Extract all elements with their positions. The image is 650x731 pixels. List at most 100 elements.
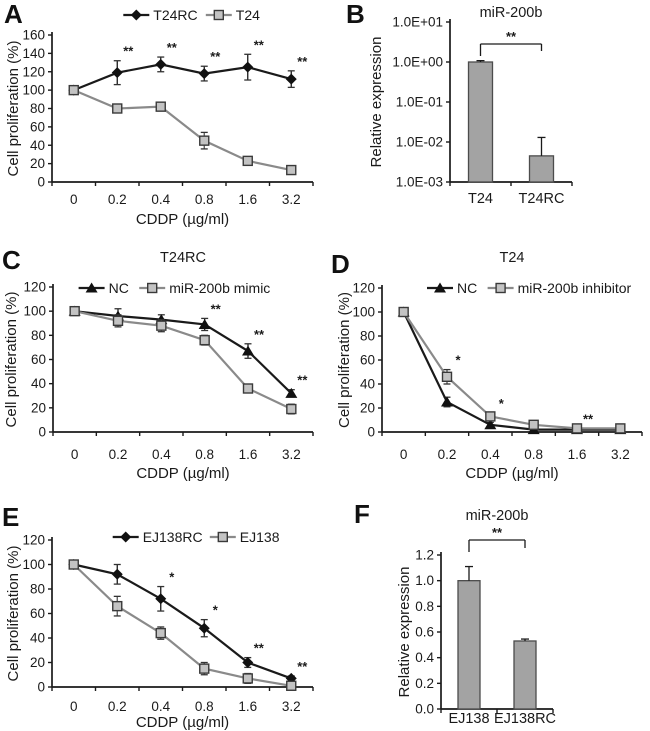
svg-text:T24: T24 [500,250,525,266]
svg-text:**: ** [254,327,265,342]
svg-text:1.6: 1.6 [239,447,258,462]
svg-text:0: 0 [367,425,375,440]
svg-text:miR-200b: miR-200b [466,508,529,524]
svg-text:0.4: 0.4 [481,447,500,462]
svg-text:0.2: 0.2 [108,192,127,207]
panel-a: A 0 20 40 60 80 100 120 140 160 0 0.2 0.4 0.8 1.6 3.2 C… [0,0,325,240]
svg-text:0.8: 0.8 [195,447,214,462]
svg-text:0.4: 0.4 [151,192,170,207]
svg-text:3.2: 3.2 [611,447,630,462]
panel-b-label: B [346,0,365,29]
svg-text:**: ** [254,37,265,52]
panel-a-label: A [4,0,23,29]
svg-text:1.6: 1.6 [238,699,257,714]
svg-text:0.2: 0.2 [438,447,457,462]
svg-text:EJ138RC: EJ138RC [143,529,203,545]
panel-d-label: D [331,249,350,279]
svg-text:0: 0 [71,447,79,462]
svg-text:0.8: 0.8 [195,699,214,714]
svg-text:0.8: 0.8 [195,192,214,207]
svg-text:NC: NC [109,280,129,296]
svg-text:80: 80 [30,582,45,597]
svg-text:40: 40 [31,376,46,391]
svg-text:**: ** [167,40,178,55]
svg-text:**: ** [297,54,308,69]
svg-text:**: ** [123,44,134,59]
svg-text:miR-200b: miR-200b [480,5,543,21]
svg-text:EJ138: EJ138 [448,711,489,727]
svg-text:**: ** [506,29,517,44]
svg-text:**: ** [583,411,594,426]
svg-text:CDDP (µg/ml): CDDP (µg/ml) [136,465,229,482]
svg-text:Relative expression: Relative expression [396,567,413,698]
panel-d-line-chart: 0 20 40 60 80 100 120 0 0.2 0.4 0.8 1.6 3.2 CDDP (µg/… [336,250,643,482]
svg-text:*: * [213,603,219,618]
svg-text:0.0: 0.0 [415,702,434,717]
svg-text:0.4: 0.4 [152,447,171,462]
svg-text:**: ** [297,659,308,674]
svg-text:T24RC: T24RC [153,7,197,23]
svg-text:CDDP (µg/ml): CDDP (µg/ml) [465,465,558,482]
svg-text:CDDP (µg/ml): CDDP (µg/ml) [136,211,229,228]
svg-text:0: 0 [37,680,45,695]
panel-f-bar-chart: 0.0 0.2 0.4 0.6 0.8 1.0 1.2 EJ138 EJ138RC Relativ… [396,508,556,727]
svg-text:1.0E+01: 1.0E+01 [392,15,443,30]
svg-text:Relative expression: Relative expression [368,37,385,168]
svg-text:0: 0 [38,425,46,440]
svg-text:3.2: 3.2 [282,192,301,207]
panel-b-bar-chart: 1.0E+01 1.0E+00 1.0E-01 1.0E-02 1.0E-03 T24 T2… [368,5,573,207]
svg-text:0.8: 0.8 [415,599,434,614]
svg-text:EJ138RC: EJ138RC [494,711,556,727]
panel-f-label: F [354,499,370,529]
svg-text:**: ** [254,641,265,656]
svg-text:**: ** [210,49,221,64]
svg-text:80: 80 [360,329,375,344]
svg-text:100: 100 [22,557,45,572]
svg-text:*: * [169,570,175,585]
svg-text:3.2: 3.2 [282,699,301,714]
svg-text:**: ** [211,301,222,316]
svg-text:60: 60 [30,119,45,134]
svg-text:140: 140 [22,46,45,61]
svg-text:NC: NC [457,280,477,296]
svg-text:0.6: 0.6 [415,625,434,640]
svg-text:miR-200b mimic: miR-200b mimic [169,280,270,296]
panel-f: F 0.0 0.2 0.4 0.6 0.8 1.0 1.2 EJ138 EJ138RC Relat… [325,490,650,731]
panel-c-label: C [2,245,21,275]
svg-text:0.8: 0.8 [524,447,543,462]
panel-e-line-chart: 0 20 40 60 80 100 120 0 0.2 0.4 0.8 1.6 3.2 CDDP (µg/… [5,529,314,731]
svg-text:1.6: 1.6 [568,447,587,462]
svg-text:Cell proliferation (%): Cell proliferation (%) [5,41,22,177]
svg-text:T24RC: T24RC [519,191,565,207]
svg-text:*: * [455,353,461,368]
panel-e: E 0 20 40 60 80 100 120 0 0.2 0.4 0.8 1.6 3.2 CDDP (µ… [0,490,325,731]
svg-text:100: 100 [352,305,375,320]
svg-text:0.4: 0.4 [151,699,170,714]
svg-text:100: 100 [23,304,46,319]
svg-text:1.0: 1.0 [415,573,434,588]
panel-e-label: E [2,502,20,532]
panel-a-line-chart: 0 20 40 60 80 100 120 140 160 0 0.2 0.4 0.8 1.6 3.2 CDD… [5,7,314,228]
svg-text:miR-200b inhibitor: miR-200b inhibitor [518,280,632,296]
svg-text:1.2: 1.2 [415,548,434,563]
svg-text:EJ138: EJ138 [240,529,280,545]
svg-text:0: 0 [37,175,45,190]
svg-text:0.2: 0.2 [109,447,128,462]
svg-text:0: 0 [70,699,78,714]
svg-text:0.2: 0.2 [108,699,127,714]
svg-text:1.0E-02: 1.0E-02 [396,135,443,150]
svg-text:120: 120 [22,64,45,79]
svg-text:20: 20 [360,401,375,416]
svg-text:20: 20 [30,156,45,171]
svg-text:0.2: 0.2 [415,676,434,691]
svg-text:60: 60 [31,352,46,367]
svg-text:80: 80 [31,328,46,343]
svg-text:T24RC: T24RC [160,250,206,266]
svg-text:**: ** [492,525,503,540]
panel-c: C 0 20 40 60 80 100 120 0 0.2 0.4 0.8 1.6 3.2 CDDP (µ… [0,240,325,490]
svg-text:T24: T24 [236,7,260,23]
svg-text:0: 0 [400,447,408,462]
svg-text:Cell proliferation (%): Cell proliferation (%) [5,546,22,682]
panel-c-line-chart: 0 20 40 60 80 100 120 0 0.2 0.4 0.8 1.6 3.2 CDDP (µg/… [3,250,314,482]
